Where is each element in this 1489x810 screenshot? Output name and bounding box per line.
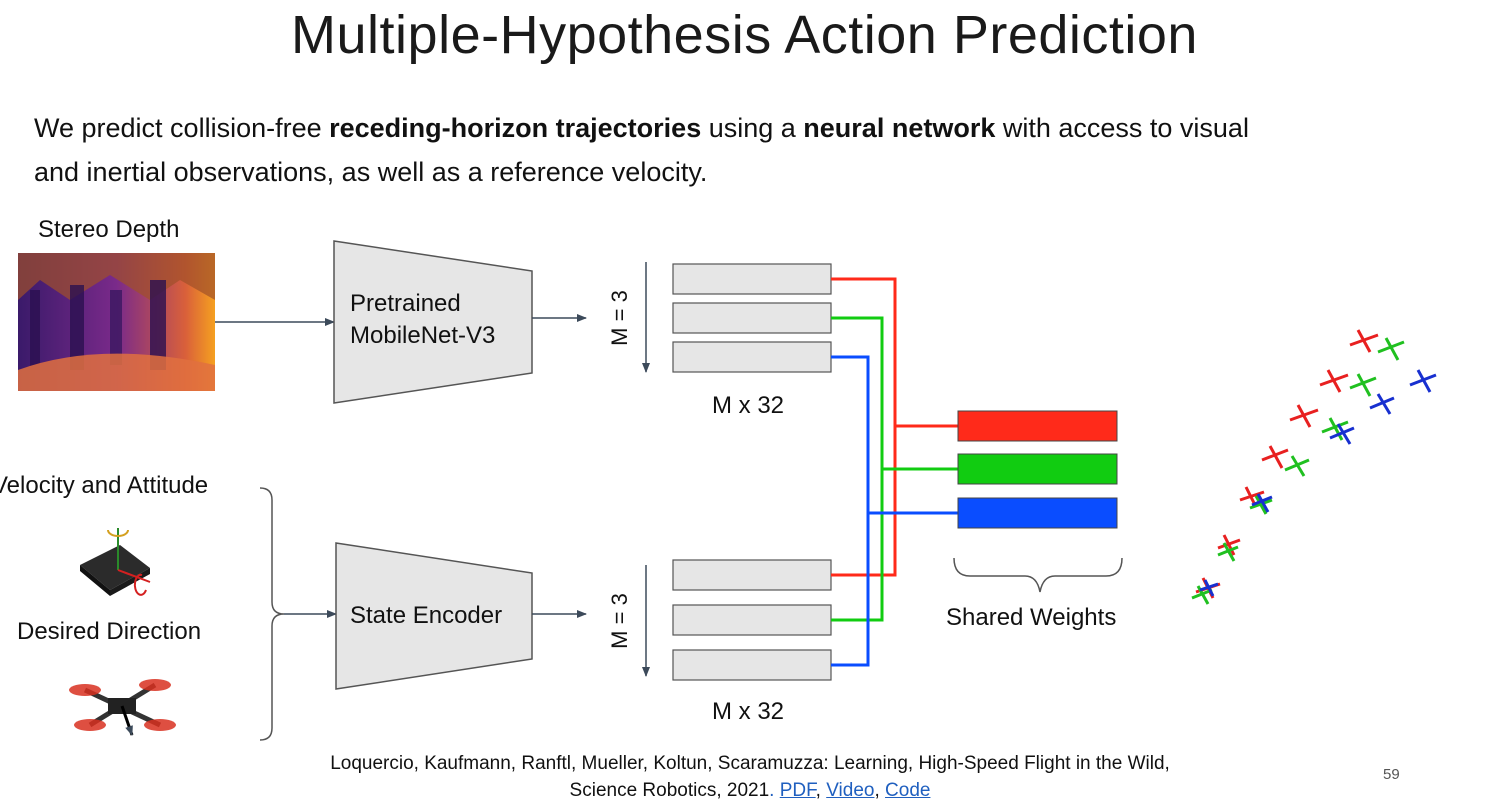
feature-box-top-2 xyxy=(672,302,832,334)
trajectory-drones-illustration xyxy=(1191,329,1437,605)
imu-chip-icon xyxy=(80,528,151,596)
intro-text-part: We predict collision-free xyxy=(34,113,330,143)
feature-size-top-label: M x 32 xyxy=(712,392,785,419)
shared-weights-brace xyxy=(953,557,1123,593)
red-hypothesis-lines xyxy=(831,277,958,577)
page-number: 59 xyxy=(1383,766,1400,783)
stereo-depth-label: Stereo Depth xyxy=(38,216,180,243)
link-separator: , xyxy=(874,780,886,801)
mobilenet-label-line2: MobileNet-V3 xyxy=(350,322,496,349)
feature-box-top-3 xyxy=(672,341,832,373)
mobilenet-label-line1: Pretrained xyxy=(350,290,461,317)
link-separator: , xyxy=(815,780,827,801)
citation-journal: Science Robotics, 2021 xyxy=(569,780,770,801)
velocity-attitude-label: Velocity and Attitude xyxy=(0,472,209,499)
feature-box-bottom-3 xyxy=(672,649,832,681)
code-link[interactable]: Code xyxy=(885,780,931,801)
intro-text-part: with access to visual xyxy=(995,113,1249,143)
citation: Loquercio, Kaufmann, Ranftl, Mueller, Ko… xyxy=(0,750,1489,804)
stereo-depth-image xyxy=(18,253,215,391)
drone-icon xyxy=(69,679,176,736)
slide-title: Multiple-Hypothesis Action Prediction xyxy=(291,5,1198,65)
intro-bold-network: neural network xyxy=(803,113,996,143)
m3-bottom-label: M = 3 xyxy=(606,593,632,649)
shared-weight-green xyxy=(957,453,1118,485)
state-encoder-label: State Encoder xyxy=(350,602,503,629)
intro-bold-trajectories: receding-horizon trajectories xyxy=(329,113,702,143)
feature-box-bottom-2 xyxy=(672,604,832,636)
shared-weight-blue xyxy=(957,497,1118,529)
m3-top-label: M = 3 xyxy=(606,290,632,346)
shared-weight-red xyxy=(957,410,1118,442)
citation-line1: Loquercio, Kaufmann, Ranftl, Mueller, Ko… xyxy=(330,753,1170,774)
intro-text-part: using a xyxy=(701,113,804,143)
mobilenet-encoder-label: Pretrained MobileNet-V3 xyxy=(350,288,495,352)
feature-box-top-1 xyxy=(672,263,832,295)
desired-direction-label: Desired Direction xyxy=(17,618,202,645)
shared-weights-label: Shared Weights xyxy=(946,604,1117,631)
state-inputs-brace xyxy=(259,487,285,741)
video-link[interactable]: Video xyxy=(826,780,875,801)
blue-hypothesis-lines xyxy=(831,355,958,667)
citation-separator: . xyxy=(769,780,780,801)
mobilenet-encoder-block xyxy=(333,240,533,404)
feature-size-bottom-label: M x 32 xyxy=(712,698,785,725)
intro-text: We predict collision-free receding-horiz… xyxy=(34,106,1434,194)
citation-line2: Science Robotics, 2021. PDF, Video, Code xyxy=(0,777,1489,804)
state-encoder-block xyxy=(335,542,533,690)
feature-box-bottom-1 xyxy=(672,559,832,591)
pdf-link[interactable]: PDF xyxy=(779,780,816,801)
intro-text-line2: and inertial observations, as well as a … xyxy=(34,157,708,187)
green-hypothesis-lines xyxy=(831,316,958,622)
